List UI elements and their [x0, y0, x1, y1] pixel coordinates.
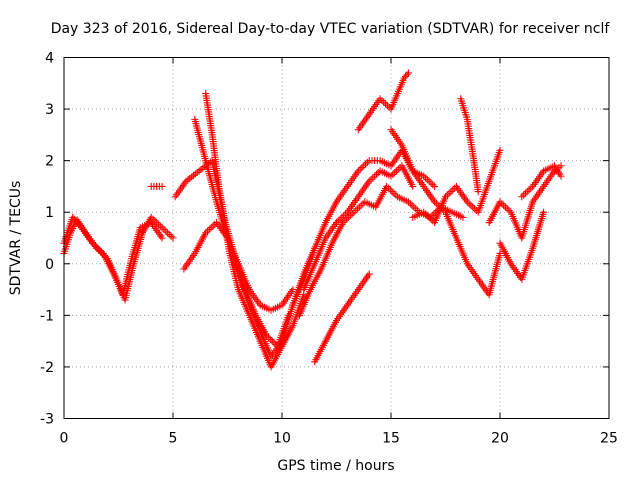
data-point: [474, 188, 482, 196]
data-point: [390, 189, 398, 197]
data-point: [367, 176, 375, 184]
data-point: [445, 189, 453, 197]
data-point: [394, 165, 402, 173]
data-point: [518, 193, 526, 201]
data-point: [362, 160, 370, 168]
axis-layer: 0 5 10 15 20 25 -3 -2 -1 0 1 2 3 4: [40, 51, 618, 447]
y-tick-label: 2: [45, 154, 54, 170]
data-point: [447, 188, 455, 196]
data-point: [374, 169, 382, 177]
data-point: [408, 201, 416, 209]
data-point: [400, 74, 408, 82]
data-point: [359, 200, 367, 208]
data-point: [205, 225, 213, 233]
grid-layer: [64, 57, 609, 419]
data-point: [363, 158, 371, 166]
data-point: [388, 188, 396, 196]
data-point: [523, 188, 531, 196]
x-tick-label: 5: [169, 431, 178, 447]
data-point: [503, 205, 511, 213]
data-point: [410, 203, 418, 211]
data-point: [501, 203, 509, 211]
data-point: [431, 182, 439, 190]
data-point: [427, 179, 435, 187]
data-point: [425, 177, 433, 185]
data-point: [365, 270, 373, 278]
data-point: [69, 213, 77, 221]
data-point: [520, 191, 528, 199]
data-point: [360, 162, 368, 170]
data-point: [525, 186, 533, 194]
data-point: [73, 219, 81, 227]
data-point: [371, 172, 379, 180]
data-point: [268, 337, 276, 345]
x-axis-label: GPS time / hours: [277, 458, 394, 474]
y-tick-label: 1: [45, 205, 54, 221]
data-point: [459, 213, 467, 221]
data-point: [158, 234, 166, 242]
data-point: [76, 222, 84, 230]
data-point: [500, 201, 508, 209]
data-point: [355, 203, 363, 211]
data-point: [207, 224, 215, 232]
data-point: [412, 205, 420, 213]
plot-frame: [63, 57, 610, 419]
data-point: [158, 182, 166, 190]
data-point: [557, 162, 565, 170]
y-tick-label: -1: [40, 308, 54, 324]
data-point: [404, 69, 412, 77]
data-point: [164, 229, 172, 237]
data-point: [465, 200, 473, 208]
data-point: [402, 72, 410, 80]
y-tick-label: 0: [45, 257, 54, 273]
data-point: [380, 98, 388, 106]
data-point: [383, 102, 391, 110]
data-point: [527, 184, 535, 192]
x-tick-label: 15: [382, 431, 400, 447]
data-point: [557, 172, 565, 180]
y-axis-label: SDTVAR / TECUs: [8, 181, 24, 296]
data-point: [429, 181, 437, 189]
data-point: [169, 234, 177, 242]
data-point: [471, 205, 479, 213]
x-tick-label: 10: [273, 431, 291, 447]
chart-title: Day 323 of 2016, Sidereal Day-to-day VTE…: [51, 21, 611, 37]
marks-layer: [60, 69, 565, 371]
y-tick-label: 3: [45, 102, 54, 118]
data-point: [382, 100, 390, 108]
data-point: [467, 201, 475, 209]
data-point: [354, 205, 362, 213]
data-point: [540, 208, 548, 216]
data-point: [369, 174, 377, 182]
data-point: [75, 220, 83, 228]
data-point: [449, 186, 457, 194]
data-point: [389, 170, 397, 178]
y-tick-label: 4: [45, 51, 54, 67]
x-tick-label: 20: [491, 431, 509, 447]
data-point: [521, 189, 529, 197]
x-tick-label: 25: [600, 431, 618, 447]
data-point: [209, 222, 217, 230]
data-point: [358, 164, 366, 172]
data-point: [165, 231, 173, 239]
x-tick-label: 0: [60, 431, 69, 447]
data-point: [403, 71, 411, 79]
data-point: [167, 232, 175, 240]
data-point: [409, 182, 417, 190]
data-point: [423, 176, 431, 184]
data-point: [496, 146, 504, 154]
data-point: [162, 227, 170, 235]
data-point: [469, 203, 477, 211]
data-point: [392, 167, 400, 175]
data-point: [386, 186, 394, 194]
y-tick-label: -2: [40, 360, 54, 376]
data-point: [70, 215, 78, 223]
data-point: [72, 217, 80, 225]
data-point: [356, 165, 364, 173]
data-point: [289, 286, 297, 294]
y-tick-label: -3: [40, 412, 54, 428]
